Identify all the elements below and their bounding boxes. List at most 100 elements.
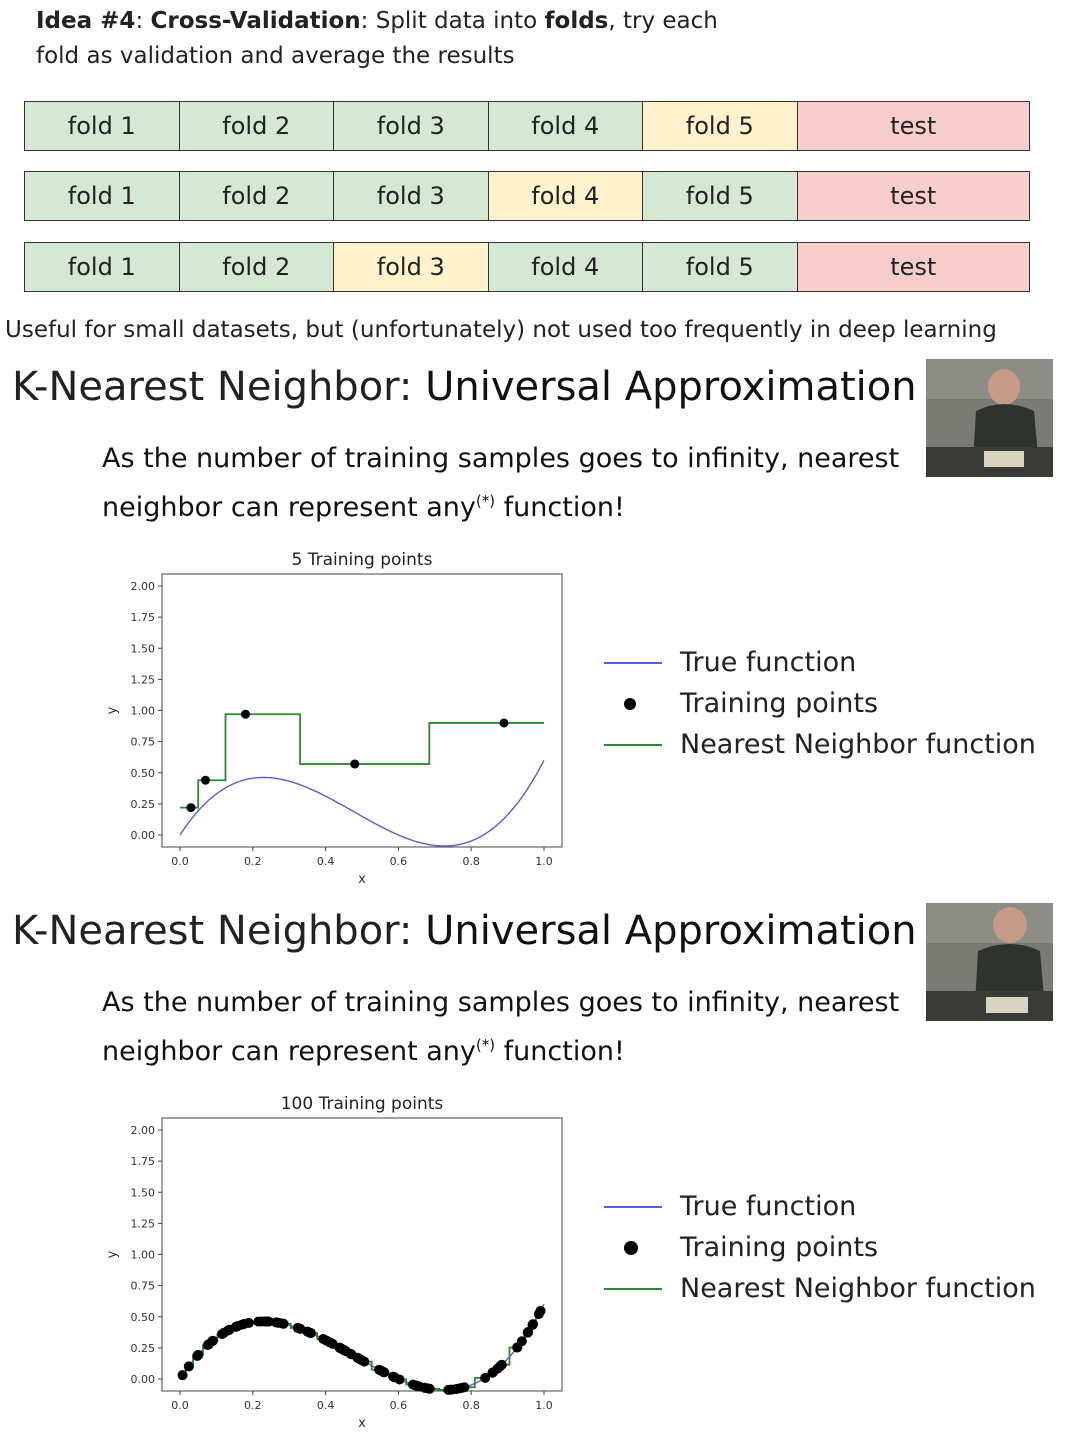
fold-cell: fold 2	[179, 243, 334, 291]
legend-item-training-points: Training points	[600, 1227, 1060, 1268]
sub-sup: (*)	[475, 492, 496, 510]
training-point	[193, 1349, 204, 1360]
training-point	[207, 1335, 218, 1346]
y-tick-label: 2.00	[131, 1124, 156, 1137]
training-point	[480, 1372, 491, 1383]
fold-cell: fold 4	[488, 243, 643, 291]
slide-title-bold: Universal Approximation	[425, 908, 917, 954]
legend-item-nn-function: Nearest Neighbor function	[600, 1268, 1060, 1309]
idea-text1: : Split data into	[360, 8, 545, 34]
slide-title-light: K-Nearest Neighbor:	[12, 364, 426, 410]
training-point	[535, 1305, 546, 1316]
knn-chart-5-points: 5 Training points 0.00 0.25 0.50 0.75 1.00 1.2…	[105, 550, 563, 887]
training-point	[350, 759, 360, 769]
y-tick-label: 1.00	[131, 705, 156, 718]
x-tick-label: 0.8	[462, 1399, 480, 1412]
fold-row-3: fold 1 fold 2 fold 3 fold 4 fold 5 test	[24, 242, 1030, 292]
y-tick-label: 0.75	[131, 1280, 156, 1293]
slide-title-light: K-Nearest Neighbor:	[12, 908, 426, 954]
idea-text: Idea #4: Cross-Validation: Split data in…	[36, 4, 718, 74]
y-tick-label: 1.75	[131, 611, 156, 624]
x-tick-label: 0.6	[390, 855, 408, 868]
y-tick-label: 0.25	[131, 1342, 156, 1355]
x-tick-label: 0.4	[317, 1399, 335, 1412]
training-point	[424, 1383, 435, 1394]
training-point	[499, 718, 509, 728]
y-tick-label: 2.00	[131, 580, 156, 593]
fold-cell: fold 3	[334, 172, 489, 220]
fold-row-1: fold 1 fold 2 fold 3 fold 4 fold 5 test	[24, 101, 1030, 151]
y-tick-label: 1.25	[131, 1217, 156, 1230]
idea-title: Cross-Validation	[150, 8, 361, 34]
fold-row-2: fold 1 fold 2 fold 3 fold 4 fold 5 test	[24, 171, 1030, 221]
legend-label: Nearest Neighbor function	[680, 1273, 1036, 1304]
x-tick-label: 0.0	[171, 1399, 189, 1412]
training-point	[183, 1361, 194, 1372]
plot-frame	[161, 573, 563, 848]
y-tick-label: 1.75	[131, 1155, 156, 1168]
true-function-line	[179, 759, 545, 847]
training-point	[305, 1328, 316, 1339]
y-tick-label: 0.50	[131, 1311, 156, 1324]
legend-label: Training points	[680, 1232, 879, 1263]
training-point	[186, 803, 196, 813]
y-axis-label: y	[105, 706, 120, 714]
test-cell: test	[797, 172, 1029, 220]
chart-legend-2: True function Training points Nearest Ne…	[600, 1186, 1060, 1309]
webcam-video	[926, 903, 1053, 1021]
fold-cell: fold 4	[488, 102, 643, 150]
fold-cell: fold 5	[643, 102, 798, 150]
webcam-video	[926, 359, 1053, 477]
slide-title-2: K-Nearest Neighbor: Universal Approximat…	[12, 908, 917, 954]
chart-legend-1: True function Training points Nearest Ne…	[600, 642, 1060, 765]
idea-folds: folds	[544, 8, 609, 34]
slide-title-bold: Universal Approximation	[425, 364, 917, 410]
test-cell: test	[797, 102, 1029, 150]
training-point	[263, 1316, 274, 1327]
legend-item-nn-function: Nearest Neighbor function	[600, 724, 1060, 765]
legend-label: Nearest Neighbor function	[680, 729, 1036, 760]
fold-cell: fold 3	[334, 102, 489, 150]
slide-title-1: K-Nearest Neighbor: Universal Approximat…	[12, 364, 917, 410]
x-axis-label: x	[358, 872, 366, 887]
training-point	[200, 775, 210, 785]
sub-line2-b: function!	[495, 492, 625, 523]
training-point	[379, 1367, 390, 1378]
x-tick-label: 1.0	[535, 1399, 553, 1412]
x-tick-label: 0.8	[462, 855, 480, 868]
idea-text2: , try each	[608, 8, 718, 34]
x-tick-label: 0.6	[390, 1399, 408, 1412]
chart-title: 100 Training points	[281, 1094, 444, 1114]
fold-cell: fold 4	[488, 172, 643, 220]
y-tick-label: 1.50	[131, 642, 156, 655]
legend-label: True function	[680, 647, 857, 678]
y-tick-label: 0.25	[131, 798, 156, 811]
training-point	[394, 1374, 405, 1385]
sub-line2: neighbor can represent any(*) function!	[102, 480, 899, 529]
training-point	[278, 1318, 289, 1329]
idea-label: Idea #4	[36, 8, 136, 34]
legend-label: Training points	[680, 688, 879, 719]
useful-note: Useful for small datasets, but (unfortun…	[5, 317, 997, 343]
slide-subtitle-1: As the number of training samples goes t…	[102, 438, 899, 529]
training-point	[516, 1336, 527, 1347]
fold-cell: fold 1	[25, 172, 180, 220]
training-point	[459, 1382, 470, 1393]
nn-function-line	[180, 713, 544, 809]
sub-line2-a: neighbor can represent any	[102, 1036, 476, 1067]
fold-cell: fold 5	[643, 243, 798, 291]
plot-frame	[161, 1117, 563, 1392]
legend-item-true-function: True function	[600, 1186, 1060, 1227]
sub-line1: As the number of training samples goes t…	[102, 443, 900, 474]
sub-line1: As the number of training samples goes t…	[102, 987, 900, 1018]
legend-item-true-function: True function	[600, 642, 1060, 683]
fold-cell: fold 2	[179, 102, 334, 150]
y-tick-label: 1.25	[131, 673, 156, 686]
x-tick-label: 0.2	[244, 855, 261, 868]
fold-cell: fold 5	[643, 172, 798, 220]
slide-subtitle-2: As the number of training samples goes t…	[102, 982, 899, 1073]
sub-sup: (*)	[475, 1036, 496, 1054]
y-tick-label: 0.50	[131, 767, 156, 780]
y-axis-label: y	[105, 1250, 120, 1258]
x-tick-label: 0.0	[171, 855, 189, 868]
